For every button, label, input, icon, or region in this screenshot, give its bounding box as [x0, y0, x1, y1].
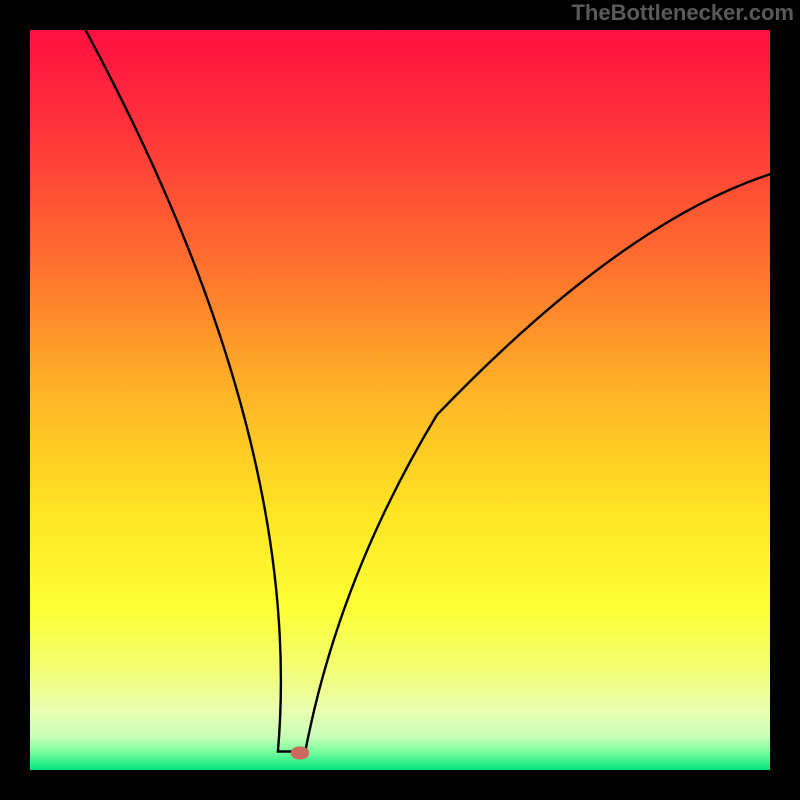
apex-marker: [291, 746, 309, 759]
plot-area: [30, 30, 770, 770]
watermark-text: TheBottlenecker.com: [571, 0, 794, 26]
chart-container: TheBottlenecker.com: [0, 0, 800, 800]
curve-svg: [30, 30, 770, 770]
v-curve-path: [86, 30, 771, 752]
